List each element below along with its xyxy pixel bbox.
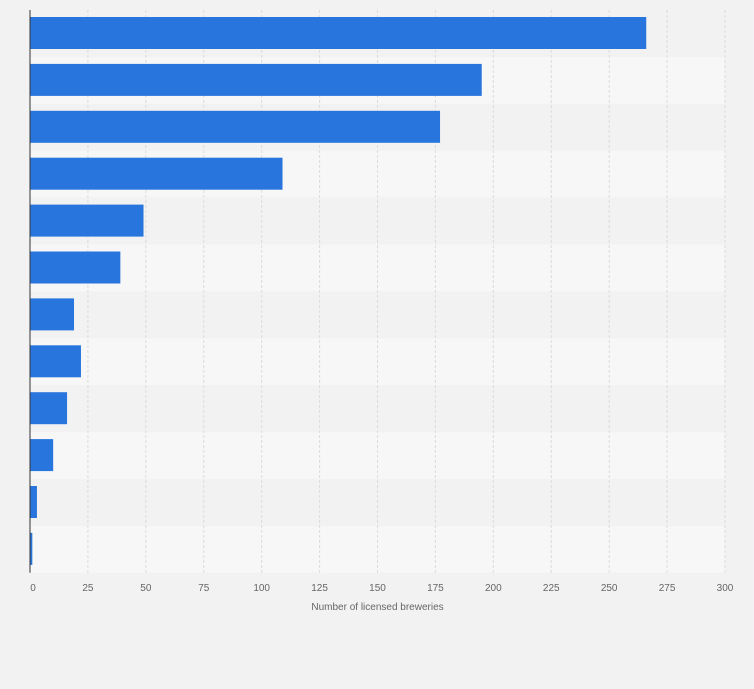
- x-tick-label: 300: [717, 583, 734, 594]
- bar[interactable]: [30, 486, 37, 518]
- row-band: [30, 385, 725, 433]
- bar[interactable]: [30, 392, 68, 425]
- bar[interactable]: [30, 439, 54, 472]
- x-tick-label: 0: [30, 583, 36, 594]
- x-tick-label: 125: [311, 583, 328, 594]
- x-tick-label: 25: [82, 583, 94, 594]
- bar[interactable]: [30, 157, 283, 190]
- x-tick-label: 100: [253, 583, 270, 594]
- gridlines: [87, 10, 726, 573]
- x-tick-label: 225: [543, 583, 560, 594]
- x-tick-label: 50: [140, 583, 152, 594]
- row-band: [30, 525, 725, 573]
- x-tick-label: 250: [601, 583, 618, 594]
- bars: [30, 17, 647, 565]
- x-tick-label: 150: [369, 583, 386, 594]
- bar[interactable]: [30, 17, 647, 49]
- x-tick-label: 275: [659, 583, 676, 594]
- bar[interactable]: [30, 63, 482, 96]
- x-tick-label: 75: [198, 583, 210, 594]
- bar[interactable]: [30, 110, 441, 143]
- bar[interactable]: [30, 251, 121, 284]
- bar[interactable]: [30, 298, 75, 331]
- bar[interactable]: [30, 532, 33, 565]
- bar[interactable]: [30, 204, 144, 237]
- bar[interactable]: [30, 345, 81, 378]
- x-tick-label: 200: [485, 583, 502, 594]
- x-tick-label: 175: [427, 583, 444, 594]
- x-axis-ticks: 0 25 50 75 100 125 150 175 200 225 250 275 300: [30, 583, 734, 594]
- x-axis-title: Number of licensed breweries: [311, 602, 443, 613]
